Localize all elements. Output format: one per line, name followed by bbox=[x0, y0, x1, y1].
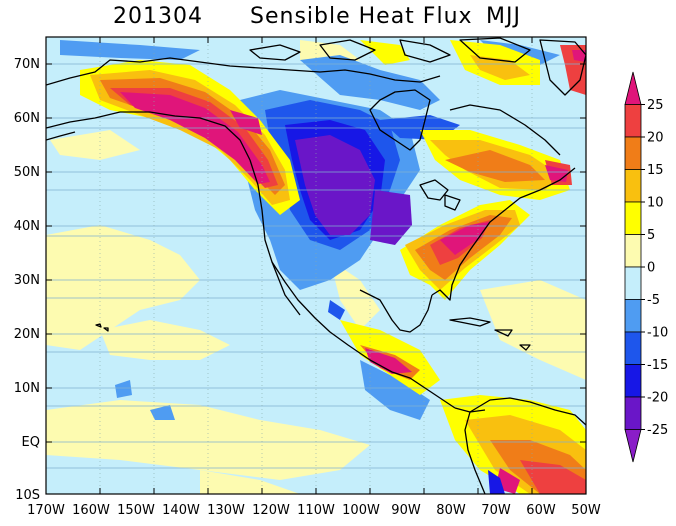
grid-meridians bbox=[99, 37, 533, 494]
lon-label: 70W bbox=[481, 503, 511, 518]
lon-label: 120W bbox=[252, 503, 290, 518]
lat-labels: 70N 60N 50N 40N 30N 20N 10N EQ 10S bbox=[14, 57, 40, 503]
coastlines bbox=[46, 37, 586, 494]
colorbar-label: -20 bbox=[647, 391, 668, 406]
colorbar-segment bbox=[624, 364, 642, 398]
lon-label: 150W bbox=[117, 503, 155, 518]
colorbar-label: 0 bbox=[647, 261, 655, 276]
colorbar-segment bbox=[624, 169, 642, 203]
lat-label: 30N bbox=[14, 273, 40, 288]
field-0-5 bbox=[46, 40, 586, 494]
colorbar-segment bbox=[624, 201, 642, 235]
lat-label: 70N bbox=[14, 57, 40, 72]
lat-label: 40N bbox=[14, 219, 40, 234]
colorbar-segment bbox=[624, 136, 642, 170]
colorbar-label: -25 bbox=[647, 423, 668, 438]
lon-labels: 170W 160W 150W 140W 130W 120W 110W 100W … bbox=[27, 503, 601, 518]
lat-label: EQ bbox=[22, 435, 40, 450]
colorbar-segment bbox=[624, 266, 642, 300]
lon-label: 140W bbox=[162, 503, 200, 518]
colorbar-label: 25 bbox=[647, 98, 664, 113]
lat-label: 60N bbox=[14, 111, 40, 126]
colorbar-segment bbox=[624, 396, 642, 430]
map-title: 201304 Sensible Heat Flux MJJ bbox=[0, 4, 676, 34]
colorbar-label: -5 bbox=[647, 293, 660, 308]
colorbar-label: -15 bbox=[647, 358, 668, 373]
colorbar-segment bbox=[624, 299, 642, 333]
title-season: MJJ bbox=[486, 4, 521, 29]
colorbar-label: 15 bbox=[647, 163, 664, 178]
lat-label: 10S bbox=[15, 488, 40, 503]
lon-label: 60W bbox=[526, 503, 556, 518]
colorbar-label: 5 bbox=[647, 228, 655, 243]
lon-label: 110W bbox=[297, 503, 335, 518]
flux-field bbox=[46, 37, 586, 494]
colorbar-label: 20 bbox=[647, 131, 664, 146]
lon-label: 130W bbox=[207, 503, 245, 518]
lon-ticks bbox=[45, 37, 587, 494]
lat-label: 20N bbox=[14, 327, 40, 342]
title-variable: Sensible Heat Flux bbox=[250, 4, 473, 29]
lat-label: 50N bbox=[14, 165, 40, 180]
colorbar-segment bbox=[624, 234, 642, 268]
lon-label: 80W bbox=[436, 503, 466, 518]
lon-label: 90W bbox=[391, 503, 421, 518]
lon-label: 160W bbox=[72, 503, 110, 518]
lon-label: 100W bbox=[342, 503, 380, 518]
lat-ticks bbox=[46, 63, 586, 443]
colorbar-label: 10 bbox=[647, 196, 664, 211]
colorbar-segment bbox=[624, 71, 642, 105]
lon-label: 170W bbox=[27, 503, 65, 518]
colorbar: 25 20 15 10 5 0 -5 -10 -15 -20 -25 bbox=[624, 71, 668, 463]
colorbar-segment bbox=[624, 429, 642, 463]
colorbar-segment bbox=[624, 331, 642, 365]
field-neg20-neg25 bbox=[295, 135, 412, 245]
lat-label: 10N bbox=[14, 381, 40, 396]
lon-label: 50W bbox=[571, 503, 601, 518]
colorbar-segment bbox=[624, 104, 642, 138]
field-cold-southamerica bbox=[488, 470, 505, 494]
colorbar-label: -10 bbox=[647, 326, 668, 341]
title-date: 201304 bbox=[113, 4, 203, 29]
